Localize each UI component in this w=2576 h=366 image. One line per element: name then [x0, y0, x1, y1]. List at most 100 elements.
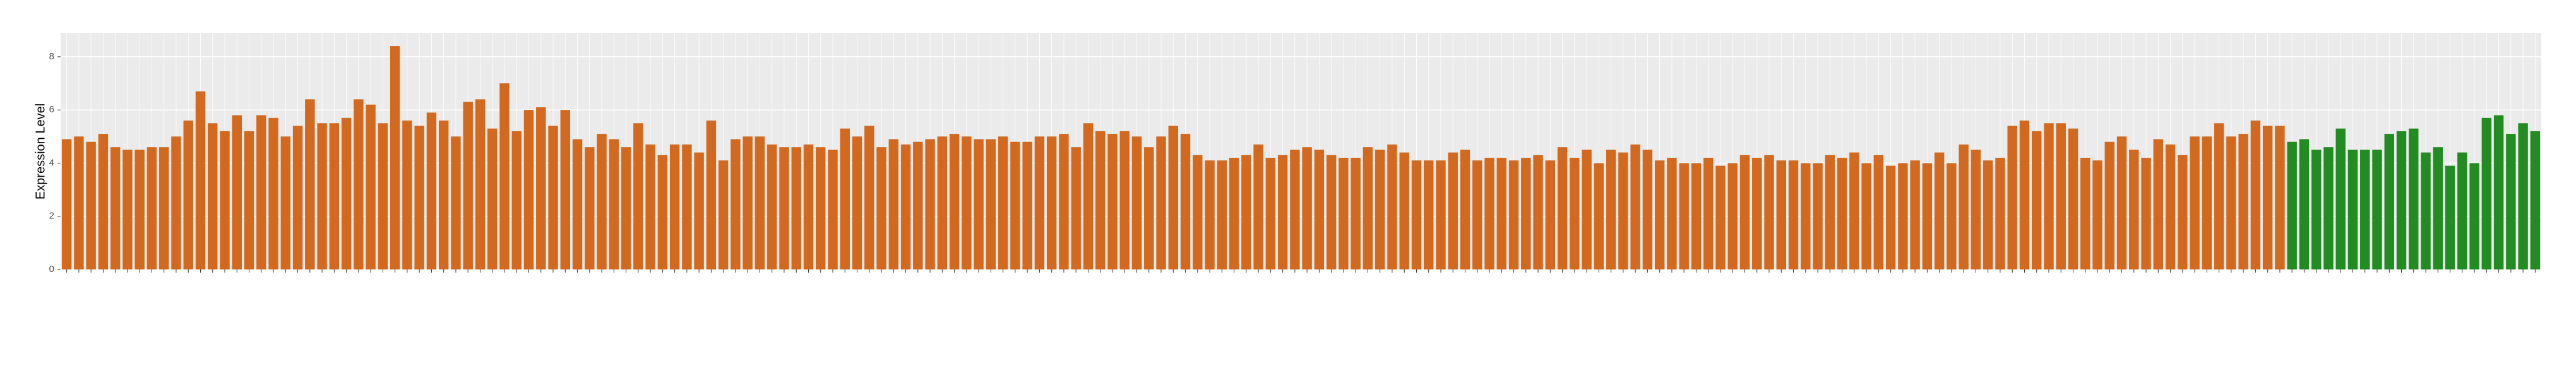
bar — [1557, 147, 1568, 269]
bar — [2153, 139, 2164, 269]
bar — [2202, 136, 2212, 269]
bar — [86, 141, 96, 269]
bar — [1947, 163, 1957, 269]
bar — [1326, 155, 1337, 269]
bar — [2457, 152, 2467, 269]
bar — [1654, 160, 1665, 269]
bar — [1144, 147, 1154, 269]
bar — [2396, 131, 2407, 269]
bar — [438, 121, 449, 269]
bar — [414, 126, 424, 269]
bar — [402, 121, 412, 269]
bar — [523, 110, 534, 269]
bar — [1071, 147, 1081, 269]
bar — [61, 139, 72, 269]
bar — [1885, 165, 1896, 269]
bar — [1083, 123, 1094, 269]
bar — [2323, 147, 2334, 269]
bar — [876, 147, 886, 269]
bar — [803, 144, 814, 269]
bar — [548, 126, 558, 269]
bar — [171, 136, 181, 269]
bar — [2044, 123, 2054, 269]
bar — [1472, 160, 1482, 269]
bar — [2190, 136, 2200, 269]
bar — [2421, 152, 2431, 269]
y-tick-label: 8 — [49, 51, 54, 62]
bar — [2360, 150, 2370, 269]
bar — [2068, 128, 2078, 269]
bar — [1034, 136, 1045, 269]
bar — [791, 147, 801, 269]
bar — [1217, 160, 1227, 269]
bar — [2214, 123, 2224, 269]
bar — [779, 147, 789, 269]
bar — [1168, 126, 1178, 269]
bar — [1801, 163, 1811, 269]
bar — [366, 104, 376, 269]
bar — [1739, 155, 1750, 269]
bar — [98, 134, 109, 269]
bar — [2226, 136, 2236, 269]
bar — [2019, 121, 2030, 269]
bar — [1484, 158, 1494, 269]
bar — [1764, 155, 1774, 269]
bar — [1861, 163, 1871, 269]
bar — [1351, 158, 1361, 269]
bar — [2384, 134, 2394, 269]
bar — [2493, 115, 2504, 269]
y-tick-label: 2 — [49, 211, 54, 221]
bar — [110, 147, 121, 269]
bar — [1727, 163, 1738, 269]
bar — [305, 99, 315, 269]
bar — [2299, 139, 2310, 269]
bar — [657, 155, 668, 269]
bar — [669, 144, 680, 269]
bar — [1448, 152, 1458, 269]
bar — [426, 112, 437, 269]
bar — [962, 136, 972, 269]
bar — [159, 147, 169, 269]
bar — [986, 139, 996, 269]
bar — [645, 144, 655, 269]
bar — [816, 147, 826, 269]
bar — [1265, 158, 1276, 269]
bar — [2287, 141, 2297, 269]
bar — [694, 152, 704, 269]
bar — [1363, 147, 1373, 269]
bar — [220, 131, 230, 269]
bar — [925, 139, 935, 269]
bar — [1594, 163, 1604, 269]
bar — [742, 136, 753, 269]
bar — [1618, 152, 1628, 269]
bar — [1679, 163, 1689, 269]
bar — [1339, 158, 1349, 269]
bar — [1119, 131, 1130, 269]
bar — [2165, 144, 2176, 269]
bar — [1010, 141, 1020, 269]
bar — [560, 110, 570, 269]
bar — [1959, 144, 1969, 269]
bar — [146, 147, 157, 269]
bar — [2250, 121, 2261, 269]
bar — [1387, 144, 1397, 269]
bar — [2506, 134, 2516, 269]
bar — [998, 136, 1008, 269]
bar — [1314, 150, 1325, 269]
bar — [852, 136, 862, 269]
bar — [1277, 155, 1288, 269]
bar — [292, 126, 303, 269]
bar — [2007, 126, 2017, 269]
bar — [1205, 160, 1215, 269]
bar — [949, 134, 960, 269]
bar — [122, 150, 133, 269]
y-axis-label: Expression Level — [33, 103, 47, 199]
bar — [2311, 150, 2322, 269]
bar — [1776, 160, 1786, 269]
bar — [1131, 136, 1142, 269]
bar — [2056, 123, 2066, 269]
bar — [974, 139, 984, 269]
bar — [718, 160, 729, 269]
bar — [208, 123, 218, 269]
